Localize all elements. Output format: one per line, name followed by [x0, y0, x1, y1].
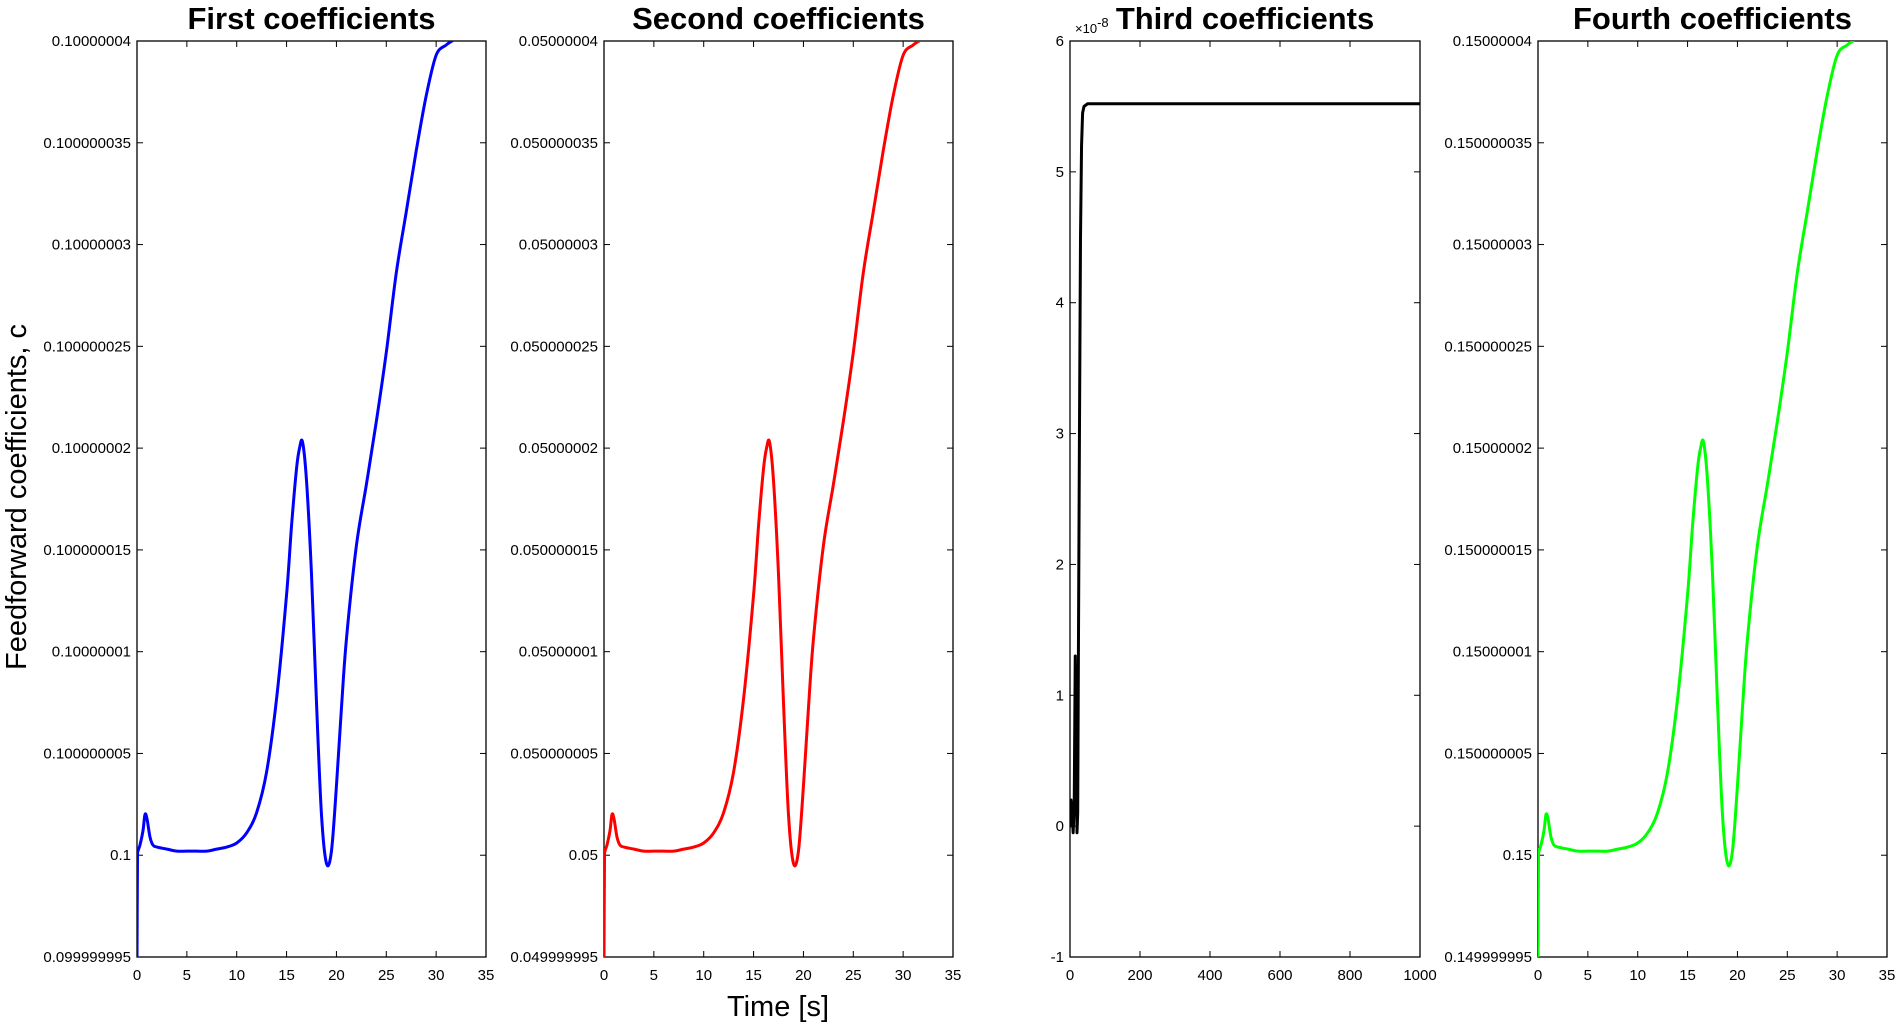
x-tick-label: 20 — [1729, 967, 1746, 984]
fourth-panel-title: Fourth coefficients — [1573, 1, 1852, 36]
y-tick-label: 2 — [1056, 556, 1064, 573]
y-tick-label: 0.050000025 — [510, 338, 598, 355]
y-tick-label: 0.099999995 — [43, 949, 131, 966]
y-tick-label: 0.100000005 — [43, 745, 131, 762]
y-tick-label: 4 — [1056, 295, 1064, 312]
y-tick-label: 0.15000001 — [1453, 644, 1532, 661]
y-tick-label: 0.10000003 — [52, 237, 131, 254]
y-tick-label: 0.149999995 — [1444, 949, 1532, 966]
y-tick-label: 0.05000003 — [519, 237, 598, 254]
second-axes-frame — [603, 40, 954, 958]
x-tick-label: 20 — [795, 967, 812, 984]
third-axes-frame — [1069, 40, 1421, 958]
y-tick-label: 0.100000035 — [43, 135, 131, 152]
x-tick-label: 25 — [845, 967, 862, 984]
first-panel-title: First coefficients — [187, 1, 435, 36]
fourth-coefficients-panel: Fourth coefficients 0 5 10 15 20 25 30 35 0.14999… — [1444, 1, 1895, 984]
x-tick-label: 1000 — [1403, 967, 1436, 984]
y-tick-label: 0.1 — [110, 847, 131, 864]
y-tick-label: 0.150000035 — [1444, 135, 1532, 152]
x-tick-label: 0 — [1534, 967, 1542, 984]
y-tick-label: 0.05000004 — [519, 33, 598, 50]
y-tick-label: 0.10000002 — [52, 440, 131, 457]
y-tick-label: 0.150000025 — [1444, 338, 1532, 355]
third-panel-title: Third coefficients — [1116, 1, 1374, 36]
y-tick-label: 3 — [1056, 426, 1064, 443]
y-tick-label: 0.10000001 — [52, 644, 131, 661]
x-tick-label: 200 — [1127, 967, 1152, 984]
y-tick-label: 0.100000015 — [43, 542, 131, 559]
y-tick-label: 0.150000005 — [1444, 745, 1532, 762]
x-tick-label: 400 — [1197, 967, 1222, 984]
y-tick-label: 0.05000002 — [519, 440, 598, 457]
x-tick-label: 15 — [278, 967, 295, 984]
x-tick-label: 800 — [1337, 967, 1362, 984]
x-tick-label: 30 — [428, 967, 445, 984]
second-panel-title: Second coefficients — [632, 1, 925, 36]
y-tick-label: 0.050000005 — [510, 745, 598, 762]
y-tick-label: 0.100000025 — [43, 338, 131, 355]
y-tick-label: 0.05 — [569, 847, 598, 864]
y-tick-label: 0 — [1056, 818, 1064, 835]
y-tick-label: 5 — [1056, 164, 1064, 181]
x-tick-label: 35 — [478, 967, 495, 984]
y-tick-label: 0.15000004 — [1453, 33, 1532, 50]
y-tick-label: -1 — [1051, 949, 1064, 966]
y-tick-label: 0.049999995 — [510, 949, 598, 966]
y-tick-label: 0.150000015 — [1444, 542, 1532, 559]
x-tick-label: 35 — [945, 967, 962, 984]
x-axis-label: Time [s] — [727, 991, 829, 1023]
second-coefficient-line — [604, 41, 921, 957]
third-coefficient-line — [1070, 102, 1420, 835]
y-tick-label: 0.10000004 — [52, 33, 131, 50]
x-tick-label: 5 — [650, 967, 658, 984]
first-coefficients-panel: First coefficients 0 5 10 15 20 25 30 35 0.099999… — [43, 1, 494, 984]
y-axis-label: Feedforward coefficients, c — [1, 324, 33, 670]
x-tick-label: 25 — [1779, 967, 1796, 984]
x-tick-label: 25 — [378, 967, 395, 984]
first-coefficient-line — [137, 41, 454, 957]
x-tick-label: 15 — [1679, 967, 1696, 984]
fourth-axes-frame — [1537, 40, 1888, 958]
x-tick-label: 30 — [895, 967, 912, 984]
y-tick-label: 0.15 — [1503, 847, 1532, 864]
y-tick-label: 0.050000035 — [510, 135, 598, 152]
y-tick-label: 0.15000002 — [1453, 440, 1532, 457]
y-tick-label: 1 — [1056, 687, 1064, 704]
y-tick-label: 0.05000001 — [519, 644, 598, 661]
x-tick-label: 5 — [1584, 967, 1592, 984]
fourth-coefficient-line — [1538, 41, 1855, 957]
x-tick-label: 600 — [1267, 967, 1292, 984]
x-tick-label: 10 — [1629, 967, 1646, 984]
x-tick-label: 30 — [1829, 967, 1846, 984]
x-tick-label: 10 — [228, 967, 245, 984]
x-tick-label: 5 — [183, 967, 191, 984]
y-exponent-label: ×10-8 — [1075, 15, 1109, 36]
x-tick-label: 0 — [1066, 967, 1074, 984]
x-tick-label: 20 — [328, 967, 345, 984]
y-tick-label: 6 — [1056, 33, 1064, 50]
x-tick-label: 10 — [695, 967, 712, 984]
y-tick-label: 0.15000003 — [1453, 237, 1532, 254]
x-tick-label: 0 — [133, 967, 141, 984]
x-tick-label: 0 — [600, 967, 608, 984]
x-tick-label: 35 — [1879, 967, 1896, 984]
second-coefficients-panel: Second coefficients 0 5 10 15 20 25 30 35 0.04999… — [510, 1, 961, 984]
x-tick-label: 15 — [745, 967, 762, 984]
y-tick-label: 0.050000015 — [510, 542, 598, 559]
first-axes-frame — [136, 40, 487, 958]
